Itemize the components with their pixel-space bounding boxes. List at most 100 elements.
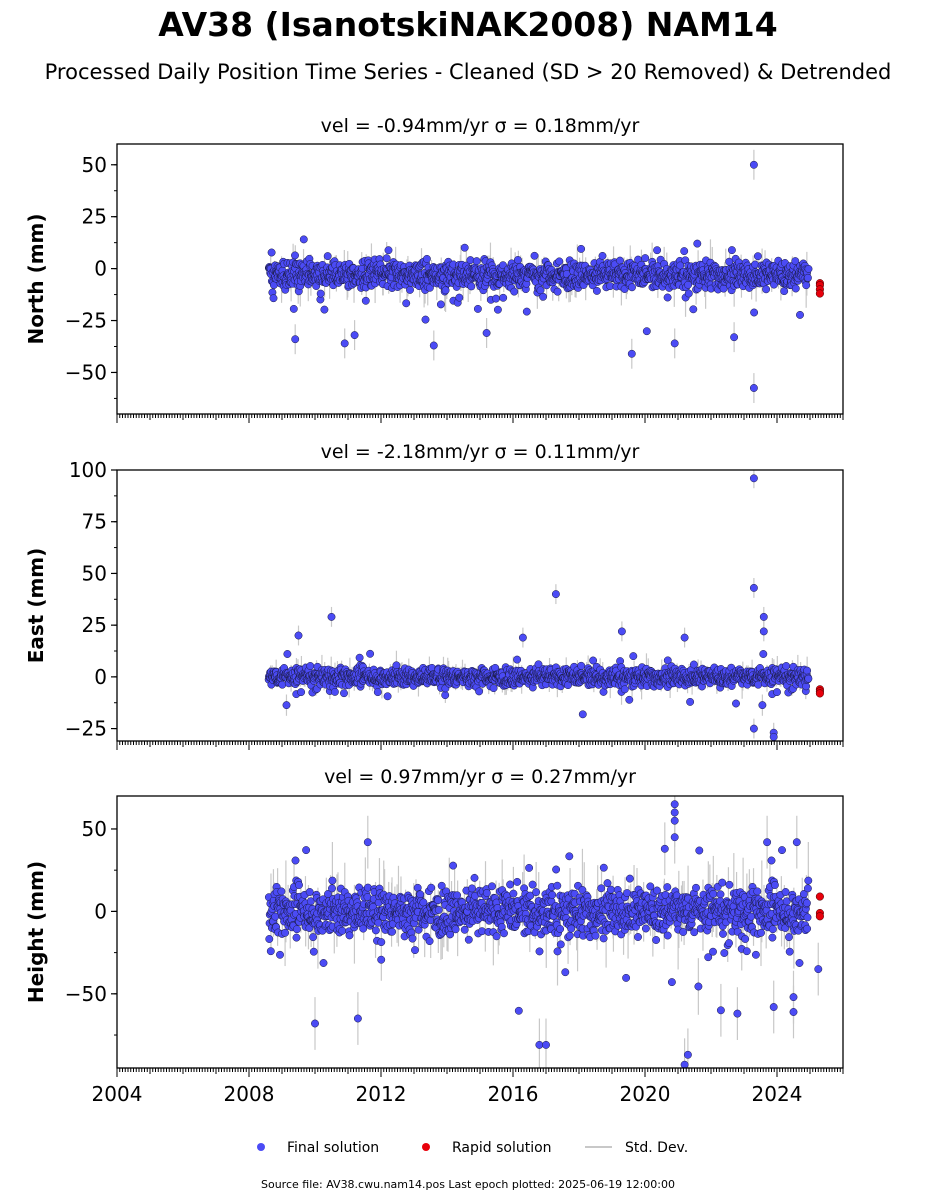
y-tick-label: 0 (94, 665, 107, 689)
final-point (670, 339, 679, 348)
final-point (371, 926, 380, 935)
final-point (802, 281, 811, 290)
y-tick-label: 0 (94, 257, 107, 281)
final-point (753, 252, 762, 261)
y-tick-label: −25 (65, 309, 107, 333)
data-points (264, 149, 824, 403)
final-point (599, 863, 608, 872)
final-point (597, 884, 606, 893)
final-point (416, 890, 425, 899)
final-point (292, 933, 301, 942)
final-point (295, 881, 303, 889)
final-point (591, 931, 600, 940)
final-point (535, 947, 544, 956)
final-point (306, 897, 315, 906)
final-point (551, 590, 560, 599)
final-point (641, 254, 650, 263)
y-tick-label: 100 (69, 458, 107, 482)
final-point (427, 883, 436, 892)
final-point (634, 933, 642, 941)
final-point (589, 656, 598, 665)
final-point (509, 889, 518, 898)
final-point (762, 285, 771, 294)
final-point (528, 880, 537, 889)
final-point (548, 890, 557, 899)
final-point (309, 933, 318, 942)
final-point (411, 946, 419, 955)
final-point (421, 315, 430, 324)
final-point (663, 931, 672, 940)
data-points (264, 796, 824, 1068)
y-tick-label: 50 (82, 561, 107, 585)
y-tick-label: −25 (65, 717, 107, 741)
final-point (281, 928, 290, 937)
final-point (269, 294, 278, 303)
final-point (628, 283, 636, 292)
final-point (513, 877, 522, 886)
final-point (482, 329, 491, 337)
final-point (330, 687, 339, 696)
final-point (377, 938, 386, 947)
panel-height: vel = 0.97mm/yr σ = 0.27mm/yr Height (mm)… (24, 766, 844, 1106)
final-point (599, 934, 608, 943)
final-point (663, 656, 672, 665)
final-point (553, 881, 562, 890)
final-point (751, 260, 760, 269)
final-point (492, 294, 500, 303)
final-point (467, 282, 476, 291)
y-tick-label: 50 (82, 153, 107, 177)
final-point (803, 666, 812, 675)
final-point (804, 674, 813, 683)
final-point (319, 959, 328, 967)
final-point (327, 612, 336, 621)
y-tick-label: 75 (82, 510, 107, 534)
final-point (377, 955, 386, 964)
final-point (578, 886, 587, 894)
final-point (680, 633, 689, 642)
final-point (606, 885, 615, 894)
final-point (565, 931, 574, 940)
final-point (686, 697, 695, 706)
y-axis-label: East (mm) (24, 548, 48, 664)
final-point (620, 685, 629, 694)
final-point (384, 246, 393, 255)
final-point (513, 256, 522, 264)
final-point (749, 384, 758, 392)
final-point (556, 925, 565, 933)
final-point (305, 888, 314, 896)
final-point (578, 710, 587, 719)
y-axis-label: North (mm) (24, 213, 48, 344)
final-point (282, 701, 291, 710)
final-point (556, 940, 565, 949)
final-point (470, 873, 479, 882)
final-point (478, 927, 486, 936)
final-point (441, 691, 450, 700)
final-point (689, 660, 698, 669)
final-point (522, 307, 531, 316)
final-point (475, 687, 484, 696)
final-point (355, 653, 364, 662)
final-point (749, 583, 758, 592)
final-point (622, 973, 631, 982)
final-point (361, 296, 370, 305)
final-point (804, 264, 813, 273)
final-point (663, 293, 672, 302)
final-point (514, 1006, 523, 1015)
final-point (493, 305, 502, 314)
final-point (267, 248, 276, 257)
final-point (730, 333, 739, 342)
final-point (464, 935, 473, 944)
final-point (653, 886, 661, 895)
final-point (291, 856, 300, 865)
final-point (539, 292, 548, 301)
final-point (727, 246, 736, 255)
final-point (489, 684, 498, 693)
final-point (693, 239, 702, 248)
final-point (803, 273, 812, 282)
final-point (553, 947, 562, 956)
final-point (276, 950, 284, 959)
final-point (289, 304, 298, 313)
y-tick-label: 25 (82, 613, 107, 637)
final-point (754, 680, 763, 689)
final-point (472, 257, 481, 266)
